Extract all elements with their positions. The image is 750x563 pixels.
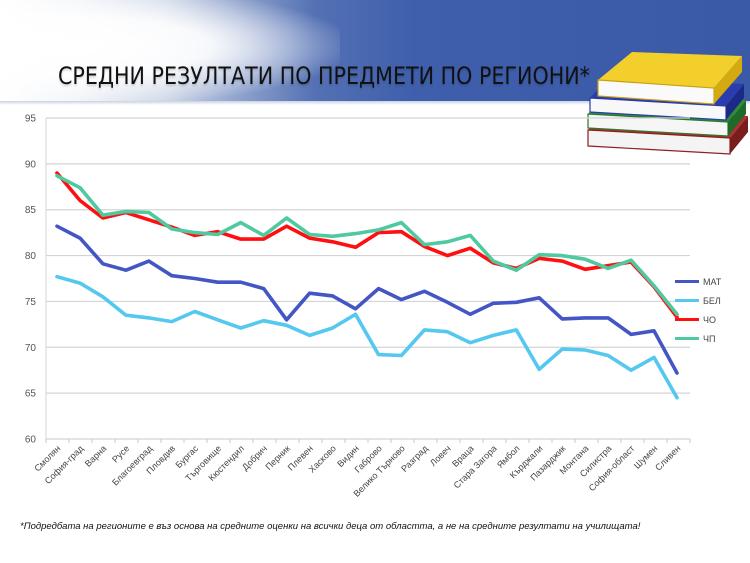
legend-item: БЕЛ: [675, 291, 721, 310]
series-line-ЧП: [55, 174, 679, 317]
x-tick-label: Сливен: [653, 443, 682, 472]
legend-swatch-icon: [675, 280, 699, 283]
legend-item: МАТ: [675, 272, 721, 291]
legend-label: МАТ: [703, 276, 722, 287]
y-tick-label: 85: [25, 205, 37, 216]
legend-item: ЧО: [675, 310, 721, 329]
series-line-БЕЛ: [55, 274, 679, 400]
chart-legend: МАТ БЕЛ ЧО ЧП: [675, 272, 721, 348]
legend-swatch-icon: [675, 318, 699, 321]
y-tick-label: 75: [25, 297, 37, 308]
legend-label: ЧП: [703, 333, 716, 344]
footnote: *Подредбата на регионите е въз основа на…: [20, 521, 641, 532]
books-stack-icon: [587, 52, 748, 155]
y-tick-label: 90: [25, 159, 37, 170]
x-tick-label: Ловеч: [428, 443, 453, 468]
series-line-МАТ: [55, 224, 679, 375]
chart-gridlines: [46, 117, 690, 440]
y-axis: 60 65 70 75 80 85 90 95: [25, 114, 47, 446]
y-tick-label: 70: [25, 343, 37, 354]
x-tick-label: Варна: [83, 443, 108, 468]
slide-title: СРЕДНИ РЕЗУЛТАТИ ПО ПРЕДМЕТИ ПО РЕГИОНИ*: [58, 62, 590, 90]
legend-swatch-icon: [675, 299, 699, 302]
legend-swatch-icon: [675, 337, 699, 340]
series-line-ЧО: [55, 171, 679, 319]
legend-label: ЧО: [703, 314, 716, 325]
y-tick-label: 65: [25, 389, 37, 400]
legend-label: БЕЛ: [703, 295, 721, 306]
y-tick-label: 80: [25, 251, 37, 262]
banner-divider: [0, 101, 750, 105]
y-tick-label: 60: [25, 435, 37, 446]
cloud-decoration: [0, 0, 340, 103]
legend-item: ЧП: [675, 329, 721, 348]
y-tick-label: 95: [25, 114, 37, 125]
x-tick-label: Добрич: [240, 443, 269, 472]
chart-series: [55, 171, 679, 400]
